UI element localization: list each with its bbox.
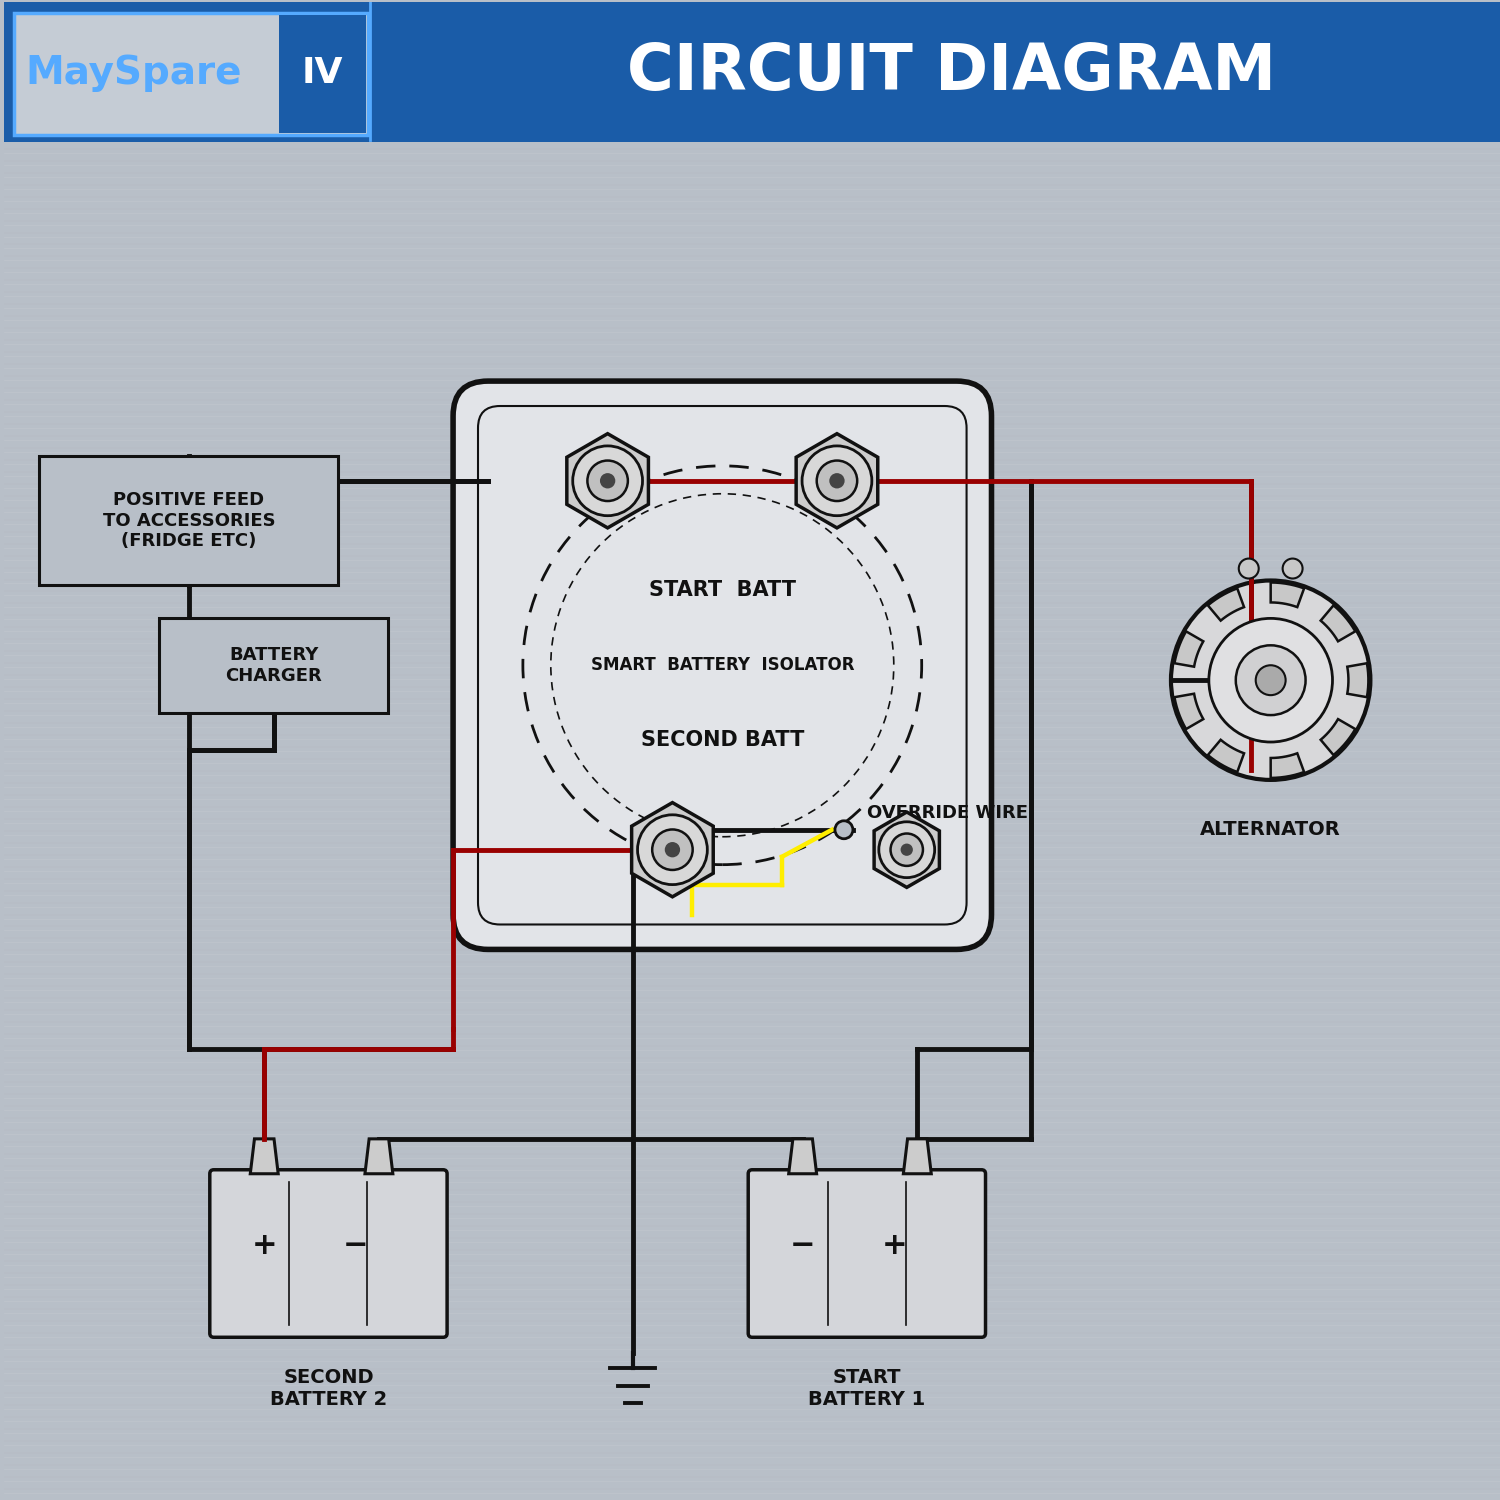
Polygon shape bbox=[1208, 740, 1243, 772]
Text: SECOND BATT: SECOND BATT bbox=[640, 730, 804, 750]
Circle shape bbox=[1282, 558, 1302, 579]
Polygon shape bbox=[1208, 588, 1243, 621]
Polygon shape bbox=[632, 802, 712, 897]
Text: −: − bbox=[790, 1232, 816, 1260]
Circle shape bbox=[900, 843, 914, 856]
Polygon shape bbox=[251, 1138, 278, 1174]
Polygon shape bbox=[1347, 663, 1368, 698]
Text: START  BATT: START BATT bbox=[650, 580, 796, 600]
Text: START
BATTERY 1: START BATTERY 1 bbox=[808, 1368, 926, 1408]
Polygon shape bbox=[1270, 753, 1304, 778]
Circle shape bbox=[1239, 558, 1258, 579]
Circle shape bbox=[573, 446, 642, 516]
Circle shape bbox=[638, 815, 708, 885]
FancyBboxPatch shape bbox=[453, 381, 992, 950]
Text: CIRCUIT DIAGRAM: CIRCUIT DIAGRAM bbox=[627, 40, 1276, 104]
Text: OVERRIDE WIRE: OVERRIDE WIRE bbox=[867, 804, 1028, 822]
Polygon shape bbox=[903, 1138, 932, 1174]
Polygon shape bbox=[567, 433, 648, 528]
Text: POSITIVE FEED
TO ACCESSORIES
(FRIDGE ETC): POSITIVE FEED TO ACCESSORIES (FRIDGE ETC… bbox=[102, 490, 274, 550]
Polygon shape bbox=[1174, 693, 1203, 729]
FancyBboxPatch shape bbox=[748, 1170, 986, 1338]
Circle shape bbox=[836, 821, 854, 839]
Text: ALTERNATOR: ALTERNATOR bbox=[1200, 821, 1341, 840]
FancyBboxPatch shape bbox=[279, 15, 366, 134]
Text: +: + bbox=[882, 1232, 908, 1260]
Polygon shape bbox=[874, 812, 939, 888]
Polygon shape bbox=[1174, 632, 1203, 666]
Text: BATTERY
CHARGER: BATTERY CHARGER bbox=[225, 646, 322, 684]
Circle shape bbox=[600, 472, 615, 489]
FancyBboxPatch shape bbox=[210, 1170, 447, 1338]
Text: IV: IV bbox=[302, 56, 344, 90]
Circle shape bbox=[1172, 580, 1371, 780]
FancyBboxPatch shape bbox=[39, 456, 339, 585]
Circle shape bbox=[830, 472, 844, 489]
Circle shape bbox=[802, 446, 871, 516]
Circle shape bbox=[816, 460, 856, 501]
Circle shape bbox=[1236, 645, 1305, 716]
Polygon shape bbox=[796, 433, 877, 528]
Polygon shape bbox=[1320, 606, 1356, 642]
FancyBboxPatch shape bbox=[159, 618, 388, 712]
Circle shape bbox=[652, 830, 693, 870]
Circle shape bbox=[891, 834, 922, 866]
Circle shape bbox=[1209, 618, 1332, 742]
Polygon shape bbox=[789, 1138, 816, 1174]
Circle shape bbox=[588, 460, 628, 501]
Text: MaySpare: MaySpare bbox=[26, 54, 243, 92]
Text: SECOND
BATTERY 2: SECOND BATTERY 2 bbox=[270, 1368, 387, 1408]
Polygon shape bbox=[1320, 718, 1356, 754]
Circle shape bbox=[1256, 664, 1286, 694]
Polygon shape bbox=[364, 1138, 393, 1174]
Text: SMART  BATTERY  ISOLATOR: SMART BATTERY ISOLATOR bbox=[591, 656, 853, 674]
Circle shape bbox=[879, 822, 934, 878]
FancyBboxPatch shape bbox=[15, 13, 369, 135]
Circle shape bbox=[664, 842, 680, 858]
Polygon shape bbox=[1270, 582, 1304, 608]
Text: +: + bbox=[252, 1232, 278, 1260]
FancyBboxPatch shape bbox=[4, 2, 1500, 142]
Text: −: − bbox=[344, 1232, 369, 1260]
